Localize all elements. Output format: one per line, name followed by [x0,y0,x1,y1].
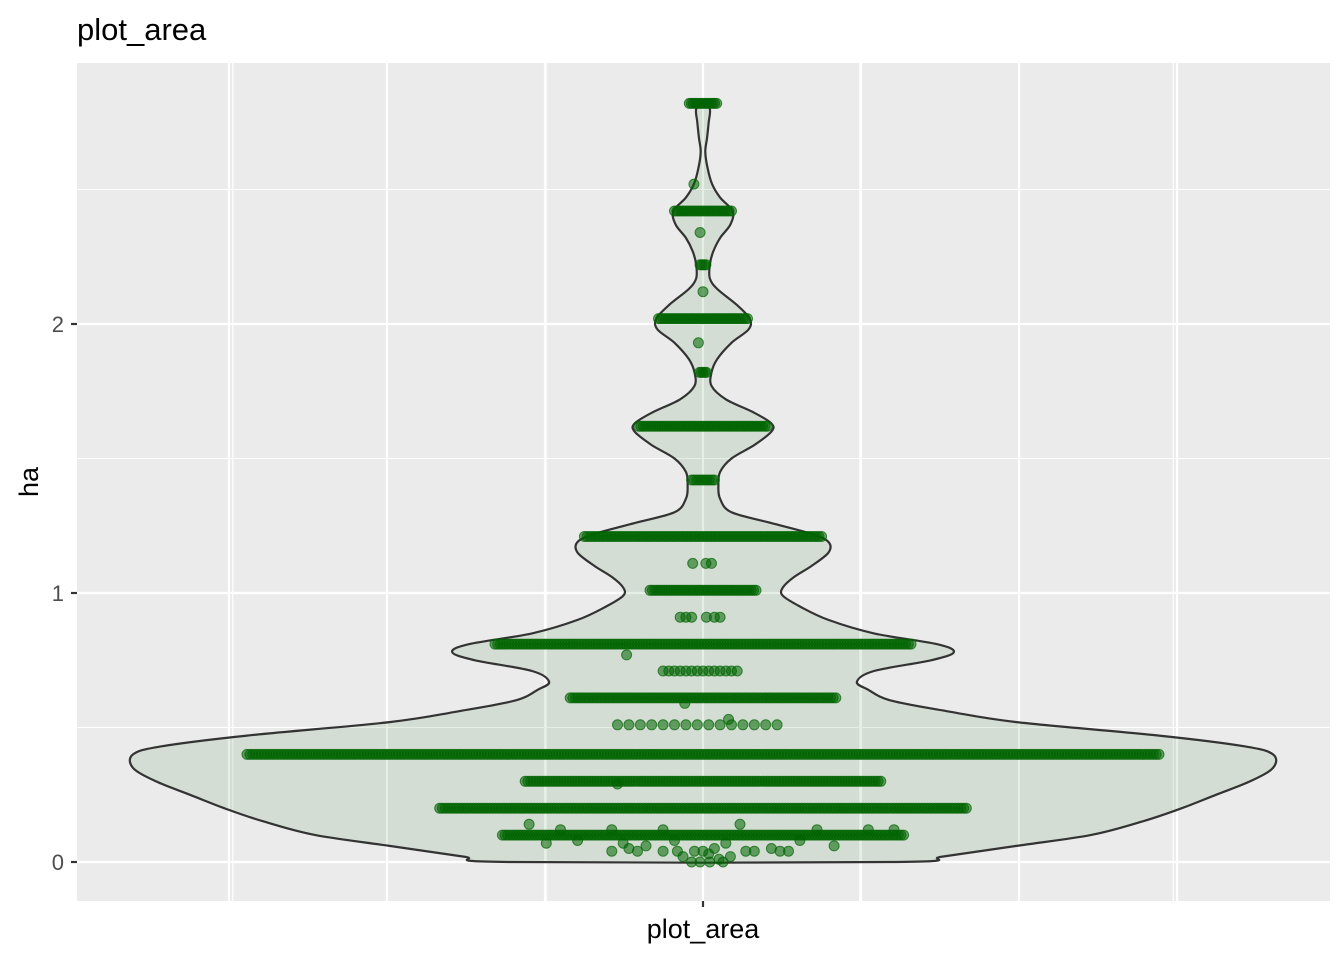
data-point [734,818,746,830]
data-point [714,719,726,731]
data-point [632,845,643,857]
data-point [692,337,704,349]
chart-title: plot_area [77,12,207,47]
data-point [623,719,635,731]
data-point [686,611,698,623]
data-point [708,474,720,486]
data-point [898,829,910,841]
data-point [742,313,753,325]
data-point [748,845,760,857]
y-axis: 0 1 2 [52,312,705,907]
data-point [830,692,842,704]
data-point [646,719,658,731]
data-point [1153,748,1165,760]
data-point [714,611,726,623]
data-point [888,824,900,836]
data-point [688,178,700,190]
data-point [761,420,773,432]
data-point [555,824,566,836]
data-point [717,856,729,868]
data-points [241,97,1165,868]
data-point [634,719,646,731]
data-point [711,97,723,109]
data-point [726,719,737,731]
data-point [694,227,706,238]
data-point [606,845,618,857]
data-point [704,856,716,868]
x-axis-title: plot_area [647,914,761,944]
data-point [703,719,715,731]
data-point [657,719,669,731]
data-point [783,845,794,857]
data-point [720,837,732,849]
data-point [679,697,691,709]
data-point [731,665,743,677]
data-point [669,835,680,846]
data-point [748,719,760,731]
y-tick-label: 2 [52,312,64,337]
data-point [572,835,584,846]
data-point [862,824,874,836]
data-point [737,719,749,731]
data-point [750,584,762,596]
data-point [794,835,806,846]
data-point [875,775,887,787]
data-point [686,856,698,868]
data-point [677,851,689,863]
data-point [640,840,652,852]
data-point [706,557,717,569]
data-point [724,851,736,863]
data-point [816,531,828,542]
data-point [905,638,917,650]
data-point [726,205,737,217]
data-point [621,649,633,661]
data-point [708,843,720,854]
data-point [687,557,699,569]
y-tick-label: 1 [52,581,64,606]
y-tick-label: 0 [52,850,64,875]
data-point [700,259,712,271]
data-point [760,719,772,731]
data-point [540,837,552,849]
data-point [700,366,712,378]
data-point [657,845,669,857]
data-point [606,824,618,836]
data-point [828,840,840,852]
data-point [669,719,680,731]
data-point [680,719,692,731]
y-axis-title: ha [14,466,44,497]
data-point [612,778,623,790]
data-point [691,719,703,731]
data-point [697,286,709,298]
data-point [811,824,823,836]
data-point [612,719,623,731]
data-point [523,818,535,830]
data-point [960,802,972,814]
data-point [657,824,669,836]
data-point [771,719,783,731]
